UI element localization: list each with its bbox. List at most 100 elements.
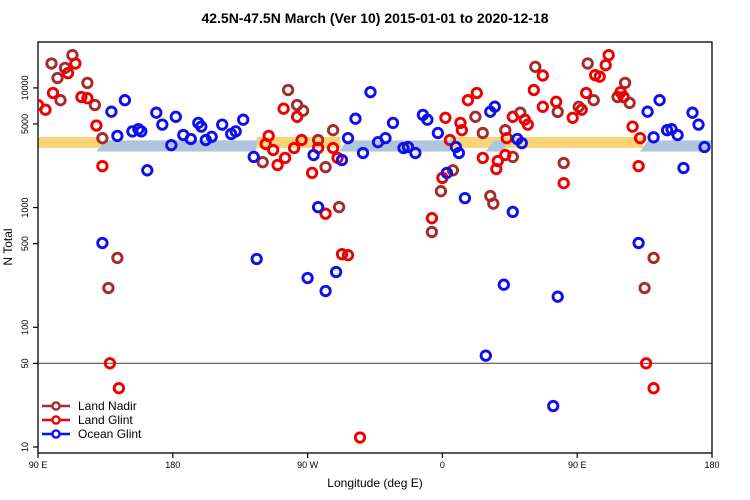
y-tick-label: 50 — [20, 358, 30, 368]
data-point — [165, 138, 178, 152]
data-point — [632, 236, 645, 250]
data-point — [96, 236, 109, 250]
data-point — [319, 207, 332, 220]
data-point — [326, 141, 340, 155]
data-point — [521, 118, 534, 131]
scatter-points — [38, 48, 711, 444]
data-point — [557, 156, 570, 170]
legend-item-land-glint: Land Glint — [42, 413, 141, 427]
data-point — [647, 131, 660, 144]
data-point — [551, 290, 564, 303]
data-point — [111, 251, 124, 265]
data-point — [575, 103, 588, 116]
data-point — [431, 126, 445, 140]
data-point — [469, 110, 482, 123]
data-point — [216, 118, 229, 131]
data-point — [536, 100, 549, 113]
data-point — [443, 133, 457, 147]
data-point — [205, 130, 218, 143]
data-point — [547, 399, 560, 413]
legend-marker-ocean-glint-icon — [42, 429, 70, 439]
data-point — [256, 155, 269, 169]
data-point — [599, 58, 612, 72]
data-point — [271, 158, 284, 172]
data-point — [112, 382, 126, 395]
data-point — [46, 86, 60, 100]
data-point — [69, 57, 82, 70]
ocean-band-segment — [640, 140, 712, 152]
data-point — [326, 124, 340, 137]
data-point — [277, 102, 290, 115]
data-point — [470, 86, 483, 100]
plot-frame — [37, 41, 713, 454]
y-tick-label: 500 — [20, 236, 30, 251]
land-band-segment — [38, 136, 101, 148]
data-point — [311, 200, 325, 214]
data-point — [476, 151, 489, 165]
data-point — [61, 66, 75, 80]
data-point — [617, 90, 630, 104]
x-tick-label: 180 — [165, 460, 180, 470]
data-point — [454, 116, 467, 130]
data-point — [335, 248, 349, 261]
data-point — [515, 136, 528, 150]
data-point — [581, 57, 594, 70]
data-point — [488, 100, 501, 113]
data-point — [618, 76, 632, 90]
data-point — [364, 85, 377, 99]
legend: Land Nadir Land Glint Ocean Glint — [42, 399, 141, 441]
series-land-nadir — [45, 48, 660, 295]
data-point — [566, 111, 579, 124]
data-point — [184, 132, 197, 146]
data-point — [458, 191, 472, 205]
data-point — [278, 151, 292, 165]
data-point — [267, 143, 280, 157]
data-point — [356, 146, 370, 160]
data-point — [371, 136, 385, 149]
data-point — [677, 161, 690, 175]
data-point — [341, 249, 355, 262]
data-point — [353, 431, 367, 444]
x-axis-label: Longitude (deg E) — [327, 476, 423, 490]
data-point — [692, 118, 705, 131]
data-point — [307, 148, 320, 162]
y-axis-label: N Total — [1, 228, 15, 266]
data-point — [141, 164, 154, 177]
data-point — [88, 98, 102, 112]
data-point — [593, 70, 606, 83]
data-point — [698, 140, 711, 154]
data-point — [96, 159, 109, 173]
data-point — [295, 133, 308, 147]
data-point — [81, 76, 94, 90]
data-point — [250, 252, 263, 266]
data-point — [455, 124, 469, 137]
data-point — [409, 146, 422, 160]
data-point — [301, 271, 314, 285]
data-point — [156, 118, 169, 131]
legend-label: Land Nadir — [78, 399, 137, 413]
data-point — [150, 106, 163, 119]
data-point — [247, 150, 260, 164]
data-point — [281, 83, 295, 97]
data-point — [296, 104, 310, 117]
data-point — [111, 129, 124, 143]
data-point — [195, 120, 208, 133]
data-point — [401, 140, 415, 154]
data-point — [686, 106, 699, 119]
data-point — [527, 83, 540, 97]
data-point — [51, 71, 64, 85]
data-point — [506, 110, 519, 123]
data-point — [319, 160, 332, 174]
data-point — [557, 177, 570, 190]
data-point — [425, 225, 439, 239]
data-point — [386, 116, 400, 130]
series-land-glint — [38, 48, 660, 444]
data-point — [319, 284, 332, 298]
data-point — [449, 140, 463, 154]
data-point — [329, 265, 343, 279]
x-tick-label: 0 — [440, 460, 445, 470]
data-point — [349, 112, 362, 125]
data-point — [305, 166, 319, 180]
data-point — [529, 60, 542, 73]
